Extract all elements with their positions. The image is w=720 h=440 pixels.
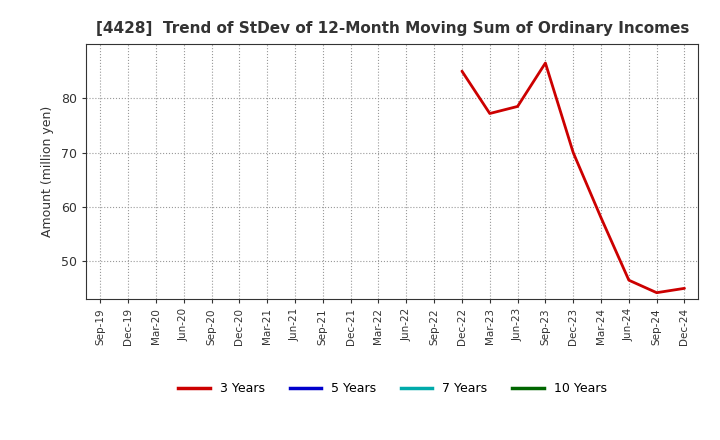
Legend: 3 Years, 5 Years, 7 Years, 10 Years: 3 Years, 5 Years, 7 Years, 10 Years	[174, 377, 611, 400]
Title: [4428]  Trend of StDev of 12-Month Moving Sum of Ordinary Incomes: [4428] Trend of StDev of 12-Month Moving…	[96, 21, 689, 36]
Y-axis label: Amount (million yen): Amount (million yen)	[42, 106, 55, 237]
